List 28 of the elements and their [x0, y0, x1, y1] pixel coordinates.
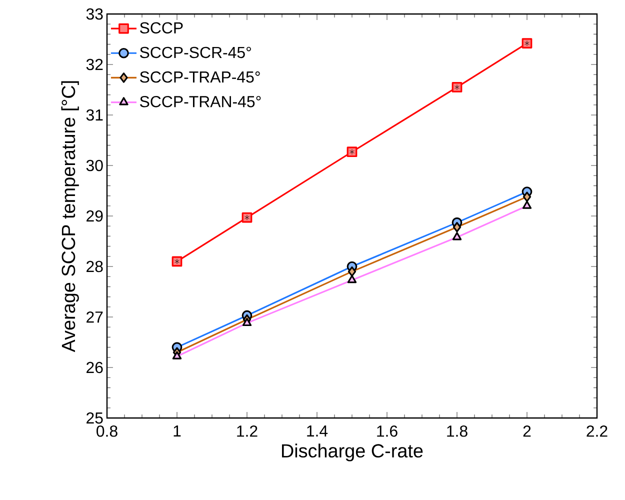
x-tick-label: 1.4 [307, 426, 328, 436]
point [172, 256, 182, 267]
x-tick-label: 1.8 [447, 426, 468, 437]
legend-label: SCCP-SCR-45° [140, 46, 251, 58]
y-tick-label: 30 [86, 160, 103, 172]
x-tick-label: 2.2 [586, 426, 608, 437]
x-tick-label: 1 [174, 426, 181, 436]
point [346, 146, 358, 158]
y-tick-label: 32 [86, 58, 103, 70]
point [522, 38, 532, 48]
y-tick-label: 27 [86, 311, 103, 323]
point [242, 212, 252, 223]
legend-label: SCCP-TRAN-45° [140, 96, 261, 108]
x-tick-label: 2 [523, 426, 531, 437]
y-tick-label: 29 [86, 210, 103, 222]
legend-label: SCCP [140, 22, 183, 34]
x-axis-title: Discharge C-rate [282, 444, 423, 462]
y-tick-label: 33 [86, 8, 103, 20]
y-tick-label: 31 [86, 109, 103, 121]
x-tick-label: 0.8 [96, 426, 118, 437]
point [452, 82, 462, 92]
y-tick-label: 25 [86, 412, 103, 424]
y-tick-label: 28 [86, 260, 103, 272]
x-tick-label: 1.2 [237, 426, 258, 437]
legend-label: SCCP-TRAP-45° [140, 71, 260, 83]
y-axis-title: Average SCCP temperature [°C] [61, 81, 79, 352]
y-tick-label: 26 [86, 362, 103, 374]
x-tick-label: 1.6 [377, 426, 398, 437]
